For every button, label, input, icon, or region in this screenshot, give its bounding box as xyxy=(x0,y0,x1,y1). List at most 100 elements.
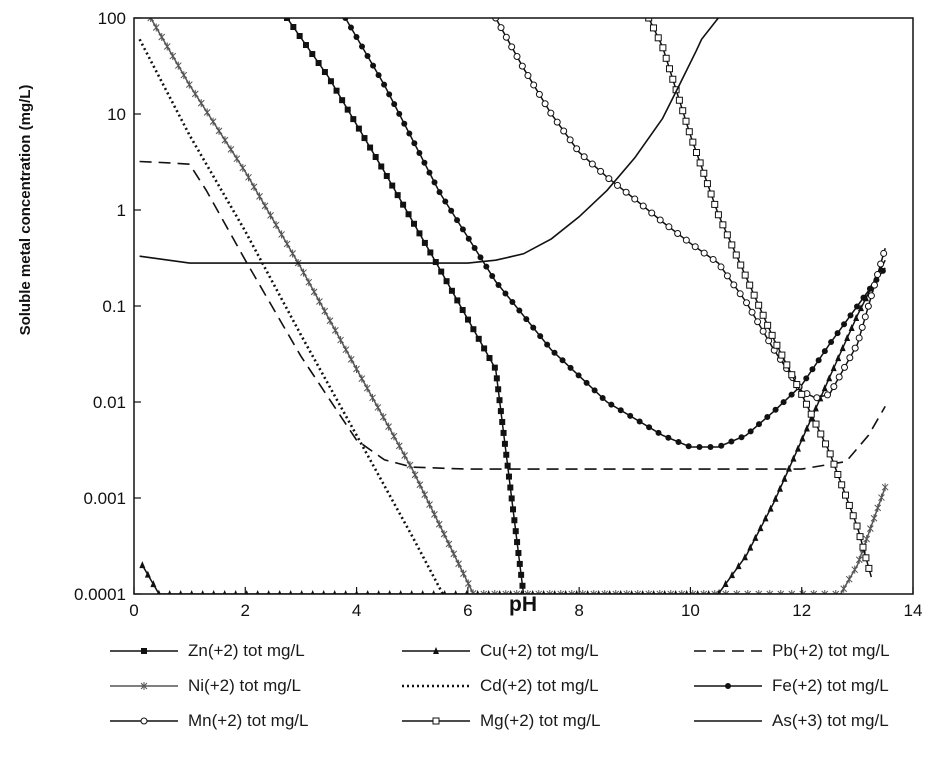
data-point xyxy=(343,590,348,594)
data-point xyxy=(426,500,433,509)
data-point xyxy=(865,564,873,572)
data-point xyxy=(144,570,151,578)
data-point xyxy=(755,590,763,594)
x-tick-label: 2 xyxy=(241,601,250,620)
data-point xyxy=(822,440,830,448)
data-point xyxy=(310,287,318,296)
legend-swatch xyxy=(694,720,762,722)
data-point xyxy=(245,173,252,182)
data-point xyxy=(877,260,885,268)
data-point xyxy=(583,379,590,386)
data-point xyxy=(733,590,741,594)
data-point xyxy=(794,444,801,452)
data-point xyxy=(524,72,532,80)
data-point xyxy=(835,354,842,362)
data-point xyxy=(152,23,160,32)
data-point xyxy=(486,355,493,362)
data-point xyxy=(747,428,754,435)
data-point xyxy=(748,308,756,316)
data-point xyxy=(741,553,748,561)
data-point xyxy=(685,443,692,450)
data-point xyxy=(880,249,888,257)
data-point xyxy=(722,579,729,587)
data-point xyxy=(870,514,878,523)
data-point xyxy=(386,91,393,98)
data-point xyxy=(665,223,673,231)
legend-marker xyxy=(141,648,147,654)
data-point xyxy=(289,249,296,258)
data-point xyxy=(530,324,537,331)
data-point xyxy=(347,24,354,31)
data-point xyxy=(363,384,371,393)
data-point xyxy=(513,590,521,594)
legend-label: Mn(+2) tot mg/L xyxy=(188,711,309,730)
data-point xyxy=(445,540,453,549)
data-point xyxy=(830,383,838,391)
legend-item: Mn(+2) tot mg/L xyxy=(108,706,308,736)
x-tick-label: 0 xyxy=(129,601,138,620)
data-point xyxy=(421,239,428,246)
legend-label: Cu(+2) tot mg/L xyxy=(480,641,599,660)
data-point xyxy=(401,120,408,127)
data-point xyxy=(808,414,815,422)
data-point xyxy=(332,590,337,594)
data-point xyxy=(631,195,639,203)
data-point xyxy=(738,434,745,441)
data-point xyxy=(746,281,754,289)
data-point xyxy=(557,590,565,594)
y-tick-label: 0.001 xyxy=(83,489,126,508)
data-point xyxy=(261,201,269,210)
data-point xyxy=(679,107,687,115)
data-point xyxy=(759,311,767,319)
data-point xyxy=(215,126,223,135)
data-point xyxy=(495,281,502,288)
data-point xyxy=(518,571,525,578)
legend-item: As(+3) tot mg/L xyxy=(692,706,889,736)
legend-swatch xyxy=(694,650,762,652)
series-3 xyxy=(147,18,889,594)
data-point xyxy=(767,504,774,512)
legend-marker xyxy=(725,683,731,689)
data-point xyxy=(799,434,806,442)
data-point xyxy=(344,106,351,113)
data-point xyxy=(855,555,863,564)
data-point xyxy=(645,18,653,22)
data-point xyxy=(139,561,146,569)
data-point xyxy=(737,261,745,269)
data-point xyxy=(420,590,425,594)
data-point xyxy=(496,397,503,404)
data-point xyxy=(560,127,568,135)
legend-item: Cd(+2) tot mg/L xyxy=(400,671,599,701)
data-point xyxy=(684,590,689,594)
data-point xyxy=(853,313,860,321)
data-point xyxy=(475,590,480,594)
data-point xyxy=(845,501,853,509)
data-point xyxy=(535,590,543,594)
data-point xyxy=(401,451,408,460)
legend-item: Fe(+2) tot mg/L xyxy=(692,671,889,701)
plot-frame xyxy=(133,17,914,595)
data-point xyxy=(471,245,478,252)
y-tick-label: 0.0001 xyxy=(74,585,126,604)
data-point xyxy=(353,364,360,373)
data-point xyxy=(735,562,742,570)
data-point xyxy=(302,42,309,49)
legend-swatch xyxy=(402,647,470,654)
data-point xyxy=(864,302,872,310)
data-point xyxy=(874,503,882,512)
data-point xyxy=(209,117,217,126)
data-point xyxy=(509,299,516,306)
legend-swatch xyxy=(110,682,178,690)
data-point xyxy=(421,159,428,166)
data-point xyxy=(675,438,682,445)
data-point xyxy=(645,590,653,594)
data-point xyxy=(667,590,675,594)
data-point xyxy=(764,413,771,420)
data-point xyxy=(810,590,818,594)
data-point xyxy=(158,33,166,42)
data-point xyxy=(858,323,866,331)
data-point xyxy=(588,160,596,168)
data-point xyxy=(857,304,864,312)
data-point xyxy=(459,226,466,233)
data-point xyxy=(812,404,819,412)
